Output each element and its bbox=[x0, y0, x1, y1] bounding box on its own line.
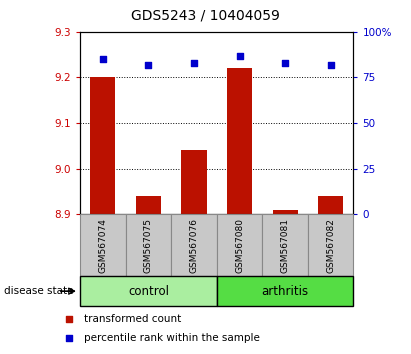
Bar bbox=[90, 78, 115, 214]
Point bbox=[66, 336, 72, 341]
Text: disease state: disease state bbox=[4, 286, 74, 296]
Text: GSM567074: GSM567074 bbox=[98, 218, 107, 273]
Point bbox=[282, 60, 289, 66]
Bar bbox=[80, 276, 217, 306]
Text: arthritis: arthritis bbox=[261, 285, 309, 298]
Bar bbox=[308, 214, 353, 276]
Text: transformed count: transformed count bbox=[84, 314, 182, 324]
Text: GDS5243 / 10404059: GDS5243 / 10404059 bbox=[131, 9, 280, 23]
Bar bbox=[227, 68, 252, 214]
Bar bbox=[136, 196, 161, 214]
Text: GSM567080: GSM567080 bbox=[235, 218, 244, 273]
Bar bbox=[318, 196, 343, 214]
Point bbox=[236, 53, 243, 58]
Bar bbox=[182, 150, 207, 214]
Bar bbox=[126, 214, 171, 276]
Text: GSM567075: GSM567075 bbox=[144, 218, 153, 273]
Point bbox=[145, 62, 152, 68]
Point bbox=[66, 316, 72, 322]
Point bbox=[191, 60, 197, 66]
Bar bbox=[272, 210, 298, 214]
Bar bbox=[171, 214, 217, 276]
Text: GSM567082: GSM567082 bbox=[326, 218, 335, 273]
Bar bbox=[262, 214, 308, 276]
Point bbox=[99, 56, 106, 62]
Bar bbox=[80, 214, 126, 276]
Text: control: control bbox=[128, 285, 169, 298]
Bar bbox=[217, 276, 353, 306]
Point bbox=[328, 62, 334, 68]
Text: percentile rank within the sample: percentile rank within the sample bbox=[84, 333, 260, 343]
Bar bbox=[217, 214, 262, 276]
Text: GSM567081: GSM567081 bbox=[281, 218, 290, 273]
Text: GSM567076: GSM567076 bbox=[189, 218, 199, 273]
